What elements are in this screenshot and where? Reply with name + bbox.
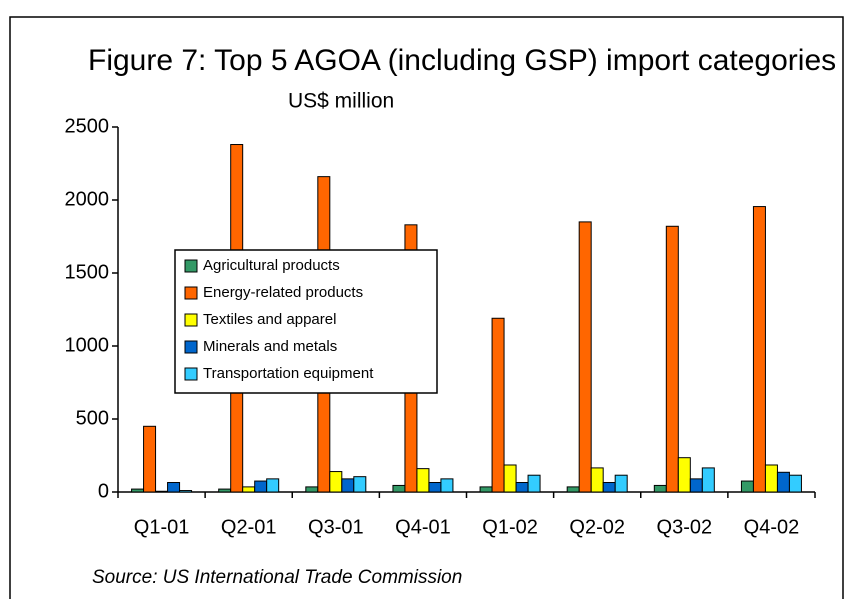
x-tick-label: Q2-02 <box>569 516 625 538</box>
bar <box>329 471 343 493</box>
bar <box>527 474 541 493</box>
x-tick-label: Q3-02 <box>657 516 713 538</box>
bar <box>614 474 628 493</box>
bar <box>677 457 691 493</box>
x-tick-label: Q1-01 <box>134 516 190 538</box>
bar <box>131 488 145 493</box>
bar <box>701 467 715 493</box>
legend-label: Textiles and apparel <box>203 311 336 328</box>
bar <box>479 486 493 493</box>
bar <box>242 486 256 493</box>
legend-swatch <box>184 313 198 327</box>
legend-swatch <box>184 340 198 354</box>
chart-subtitle: US$ million <box>288 90 394 113</box>
x-tick-label: Q4-02 <box>744 516 800 538</box>
bar <box>689 478 703 493</box>
chart-title: Figure 7: Top 5 AGOA (including GSP) imp… <box>88 44 845 77</box>
bar <box>740 480 754 493</box>
x-tick-label: Q4-01 <box>395 516 451 538</box>
bar <box>143 425 157 493</box>
bar <box>254 480 268 493</box>
bar <box>353 476 367 493</box>
bar <box>428 482 442 493</box>
bar <box>764 464 778 493</box>
bar <box>752 206 766 493</box>
bar <box>392 484 406 493</box>
x-tick-label: Q1-02 <box>482 516 538 538</box>
y-tick-label: 0 <box>98 480 109 502</box>
source-note: Source: US International Trade Commissio… <box>92 567 462 588</box>
bar <box>590 467 604 493</box>
y-tick-label: 1000 <box>65 334 110 356</box>
bar <box>266 478 280 493</box>
bar <box>341 478 355 493</box>
legend-swatch <box>184 259 198 273</box>
legend-box <box>174 249 438 394</box>
bar <box>602 482 616 493</box>
bar <box>566 486 580 493</box>
bar <box>416 468 430 493</box>
legend-label: Transportation equipment <box>203 365 374 382</box>
x-tick-label: Q2-01 <box>221 516 277 538</box>
y-tick-label: 1500 <box>65 261 110 283</box>
legend-label: Agricultural products <box>203 257 340 274</box>
bar <box>155 490 169 493</box>
frame <box>9 16 844 599</box>
bar <box>788 474 802 493</box>
bar <box>440 478 454 493</box>
legend-label: Energy-related products <box>203 284 363 301</box>
bar <box>167 482 181 493</box>
bar <box>503 464 517 493</box>
bar <box>653 484 667 493</box>
bar <box>776 471 790 493</box>
bar <box>179 490 193 493</box>
bar <box>491 317 505 493</box>
legend-swatch <box>184 367 198 381</box>
bar <box>515 482 529 493</box>
y-tick-label: 2000 <box>65 188 110 210</box>
y-tick-label: 500 <box>76 407 109 429</box>
x-tick-label: Q3-01 <box>308 516 364 538</box>
y-tick-label: 2500 <box>65 115 110 137</box>
legend-swatch <box>184 286 198 300</box>
bar <box>305 486 319 493</box>
bar <box>578 221 592 493</box>
bar <box>665 225 679 493</box>
bar <box>218 488 232 493</box>
legend-label: Minerals and metals <box>203 338 337 355</box>
